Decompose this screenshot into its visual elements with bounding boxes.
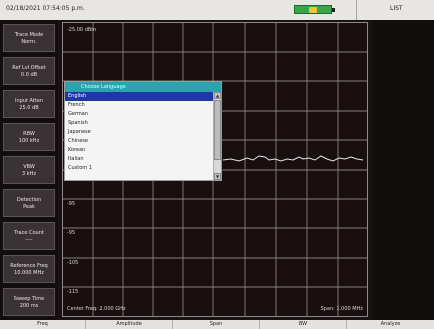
input-atten-label: Input Atten [14,98,44,104]
datetime-label: 02/18/2021 07:54:05 p.m. [6,5,85,12]
language-item-chinese[interactable]: Chinese [68,138,88,144]
reference-freq-value: 10.000 MHz [14,270,44,276]
sweep-time-label: Sweep Time [13,296,45,302]
y-tick-label: -115 [67,289,79,295]
ref-level-label: -25.00 dBm [67,27,97,33]
input-atten-button[interactable]: Input Atten 25.0 dB [3,90,55,118]
reference-freq-button[interactable]: Reference Freq 10.000 MHz [3,255,55,283]
softkey-amplitude[interactable]: Amplitude [86,320,173,329]
trace-count-label: Trace Count [14,230,44,236]
reference-freq-label: Reference Freq [10,263,48,269]
language-list[interactable]: English French German Spanish Japanese C… [65,92,213,180]
trace-mode-button[interactable]: Trace Mode Norm. [3,24,55,52]
scroll-up-icon[interactable]: ▲ [214,92,221,99]
rbw-button[interactable]: RBW 100 kHz [3,123,55,151]
detection-label: Detection [16,197,42,203]
sweep-time-value: 200 ms [19,303,39,309]
status-divider [356,0,357,20]
span-label: Span: 1.000 MHz [320,306,363,312]
language-item-german[interactable]: German [68,111,89,117]
trace-mode-label: Trace Mode [14,32,44,38]
scroll-thumb[interactable] [214,100,221,160]
language-item-italian[interactable]: Italian [68,156,84,162]
mode-label[interactable]: LIST [390,5,403,12]
vbw-value: 3 kHz [21,171,37,177]
dialog-title: Choose Language [65,82,221,92]
status-bar: 02/18/2021 07:54:05 p.m. LIST [0,0,434,20]
y-tick-label: -105 [67,260,79,266]
y-tick-label: -95 [67,230,76,236]
language-item-korean[interactable]: Korean [68,147,86,153]
ref-level-offset-label: Ref Lvl Offset [12,65,46,71]
vbw-label: VBW [23,164,35,170]
detection-value: Peak [23,204,35,210]
battery-charge-icon [309,7,317,13]
softkey-freq[interactable]: Freq [0,320,86,329]
battery-icon [294,5,335,14]
right-panel [372,20,434,320]
sweep-time-button[interactable]: Sweep Time 200 ms [3,288,55,316]
ref-level-offset-value: 0.0 dB [20,72,38,78]
settings-sidebar: Trace Mode Norm. Ref Lvl Offset 0.0 dB I… [0,20,58,320]
detection-button[interactable]: Detection Peak [3,189,55,217]
trace-count-value: ---- [25,237,33,243]
language-item-english[interactable]: English [65,92,213,101]
softkey-span[interactable]: Span [173,320,260,329]
vbw-button[interactable]: VBW 3 kHz [3,156,55,184]
rbw-label: RBW [23,131,35,137]
input-atten-value: 25.0 dB [19,105,39,111]
spectrum-trace [222,155,364,162]
softkey-analyze[interactable]: Analyze [380,321,401,327]
language-item-french[interactable]: French [68,102,85,108]
trace-count-button[interactable]: Trace Count ---- [3,222,55,250]
ref-level-offset-button[interactable]: Ref Lvl Offset 0.0 dB [3,57,55,85]
scroll-down-icon[interactable]: ▼ [214,173,221,180]
softkey-bw[interactable]: BW [260,320,347,329]
language-item-spanish[interactable]: Spanish [68,120,88,126]
trace-mode-value: Norm. [21,39,37,45]
language-scrollbar[interactable]: ▲ ▼ [213,92,221,180]
y-tick-label: -95 [67,201,76,207]
language-dialog[interactable]: Choose Language English French German Sp… [64,81,222,181]
language-item-custom-1[interactable]: Custom 1 [68,165,92,171]
rbw-value: 100 kHz [18,138,40,144]
center-freq-label: Center Freq: 2.000 GHz [67,306,126,312]
language-item-japanese[interactable]: Japanese [68,129,91,135]
softkey-bar: Freq Amplitude Span BW Analyze [0,320,434,329]
